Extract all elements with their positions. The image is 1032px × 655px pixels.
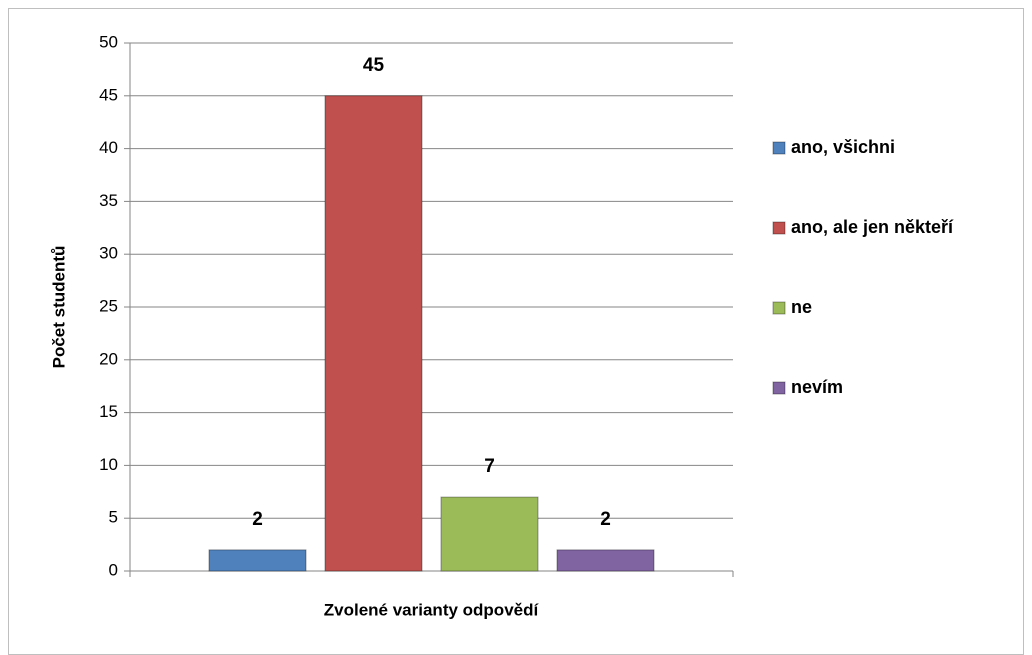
y-tick-label: 45 bbox=[99, 85, 118, 104]
bar bbox=[208, 549, 307, 572]
y-tick-label: 40 bbox=[99, 138, 118, 157]
data-label: 45 bbox=[363, 55, 385, 76]
data-label: 2 bbox=[252, 509, 263, 530]
bar bbox=[556, 549, 655, 572]
y-tick-label: 15 bbox=[99, 402, 118, 421]
y-tick-label: 25 bbox=[99, 296, 118, 315]
legend-swatch bbox=[772, 381, 786, 395]
legend-label: ano, všichni bbox=[791, 137, 895, 157]
bar bbox=[440, 496, 539, 572]
legend-swatch bbox=[772, 301, 786, 315]
y-tick-label: 10 bbox=[99, 455, 118, 474]
x-axis-label: Zvolené varianty odpovědí bbox=[324, 600, 540, 619]
legend-label: ne bbox=[791, 297, 812, 317]
legend-swatch bbox=[772, 141, 786, 155]
y-tick-label: 30 bbox=[99, 244, 118, 263]
legend-label: nevím bbox=[791, 377, 843, 397]
data-label: 2 bbox=[600, 509, 611, 530]
y-tick-label: 5 bbox=[109, 508, 118, 527]
y-tick-label: 50 bbox=[99, 32, 118, 51]
y-tick-label: 20 bbox=[99, 349, 118, 368]
legend-label: ano, ale jen někteří bbox=[791, 217, 954, 237]
data-label: 7 bbox=[484, 456, 495, 477]
y-tick-label: 0 bbox=[109, 560, 118, 579]
y-tick-label: 35 bbox=[99, 191, 118, 210]
bar bbox=[324, 95, 423, 572]
legend-swatch bbox=[772, 221, 786, 235]
y-axis-label: Počet studentů bbox=[49, 246, 68, 369]
